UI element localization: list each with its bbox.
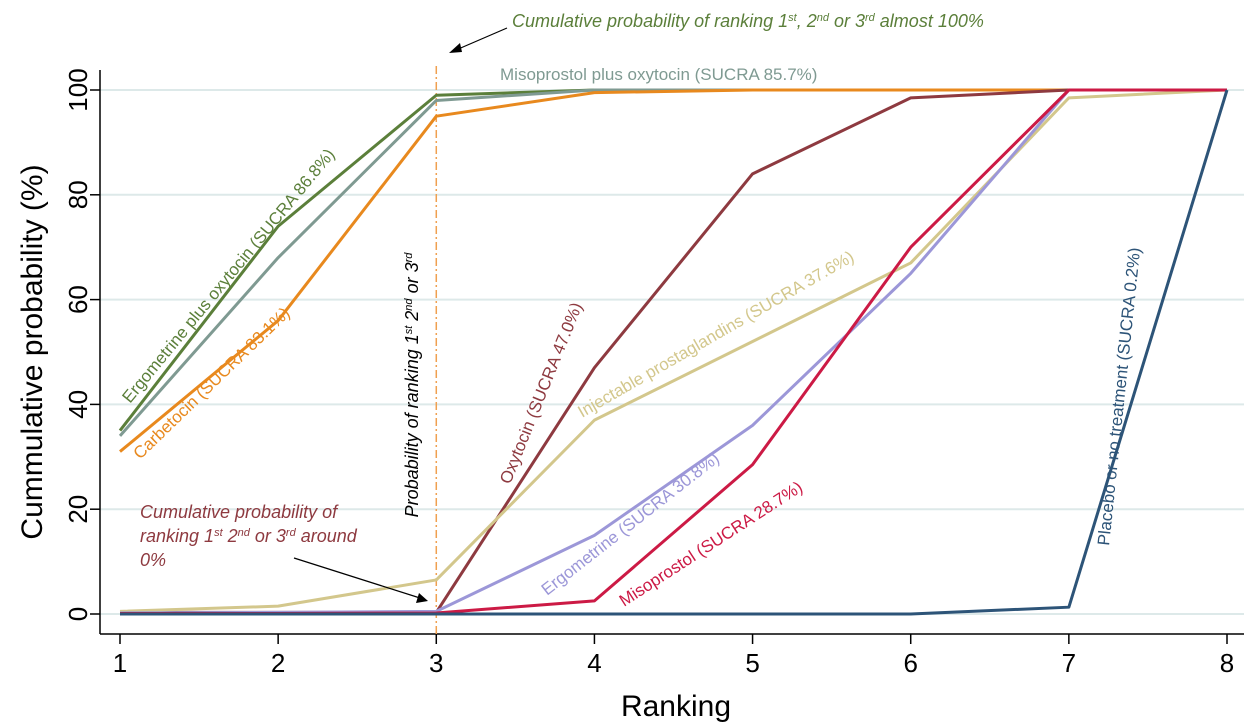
y-tick-label: 20 — [63, 495, 93, 524]
y-axis-title: Cummulative probability (%) — [16, 164, 49, 539]
bottom-annotation-line: ranking 1st 2nd or 3rd around — [140, 526, 358, 546]
x-tick-label: 4 — [587, 648, 601, 678]
x-tick-label: 8 — [1220, 648, 1234, 678]
x-tick-label: 3 — [429, 648, 443, 678]
top-annotation: Cumulative probability of ranking 1st, 2… — [512, 11, 984, 31]
bottom-arrow-shaft — [293, 557, 421, 599]
bottom-annotation-line: 0% — [140, 550, 166, 570]
series-label: Misoprostol plus oxytocin (SUCRA 85.7%) — [500, 65, 817, 84]
bottom-annotation-line: Cumulative probability of — [140, 502, 339, 522]
series-label: Misoprostol (SUCRA 28.7%) — [616, 478, 806, 611]
axes: 0 20 40 60 80 100 1 2 3 4 5 6 7 8 Ranking Cummulative p… — [16, 68, 1244, 723]
y-tick-label: 100 — [63, 68, 93, 111]
series-label: Ergometrine (SUCRA 30.8%) — [538, 449, 723, 600]
reference-line-label: Probability of ranking 1st 2nd or 3rd — [402, 252, 422, 518]
series-label: Placebo or no treatment (SUCRA 0.2%) — [1094, 247, 1144, 547]
series-line — [120, 89, 1229, 616]
bottom-arrow-head — [416, 593, 428, 603]
series-label: Oxytocin (SUCRA 47.0%) — [496, 300, 586, 487]
x-tick-label: 7 — [1062, 648, 1076, 678]
series-label: Carbetocin (SUCRA 83.1%) — [130, 303, 294, 462]
series-line — [118, 88, 1227, 437]
x-tick-label: 5 — [745, 648, 759, 678]
y-tick-label: 80 — [63, 180, 93, 209]
x-tick-label: 1 — [113, 648, 127, 678]
annotations: Probability of ranking 1st 2nd or 3rd Cum… — [140, 11, 984, 603]
top-arrow-head — [449, 43, 462, 53]
y-tick-label: 40 — [63, 390, 93, 419]
series-line — [119, 88, 1228, 613]
y-tick-label: 0 — [63, 607, 93, 621]
series-lines — [118, 66, 1229, 634]
top-arrow-shaft — [455, 27, 508, 51]
series-label: Injectable prostaglandins (SUCRA 37.6%) — [575, 247, 858, 421]
x-tick-label: 2 — [271, 648, 285, 678]
x-tick-label: 6 — [903, 648, 917, 678]
y-tick-label: 60 — [63, 285, 93, 314]
x-axis-title: Ranking — [621, 690, 731, 723]
